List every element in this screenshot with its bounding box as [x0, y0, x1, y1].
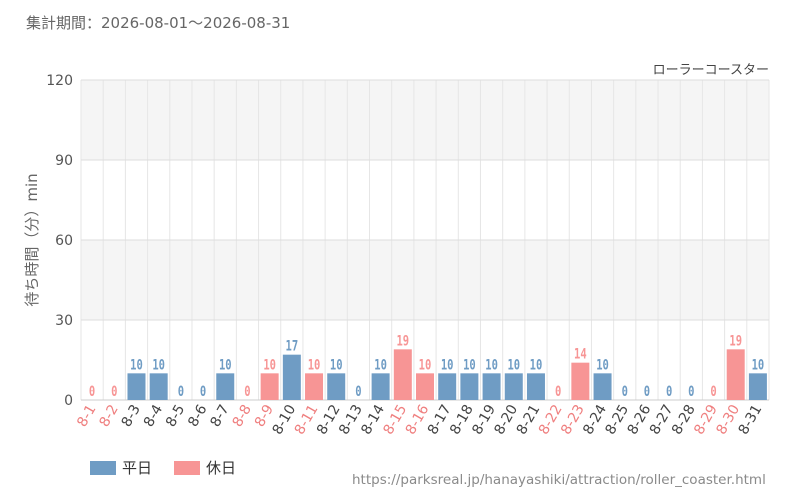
- bar-value-label: 17: [286, 338, 299, 354]
- bar-value-label: 10: [752, 357, 765, 373]
- x-tick-label: 8-1: [74, 402, 99, 430]
- legend-label-weekday: 平日: [122, 459, 153, 477]
- bar: [571, 362, 590, 400]
- x-tick-label: 8-6: [185, 402, 210, 430]
- bar: [748, 373, 767, 400]
- bar-value-label: 0: [622, 384, 628, 400]
- bar: [416, 373, 434, 400]
- x-tick-label: 8-2: [96, 402, 121, 430]
- y-tick-label: 120: [46, 73, 73, 89]
- y-tick-label: 30: [55, 313, 73, 329]
- bar-value-label: 10: [485, 357, 498, 373]
- bar-value-label: 10: [419, 357, 432, 373]
- weekday-swatch: [90, 460, 116, 475]
- period-label: 集計期間：2026-08-01～2026-08-31: [26, 14, 291, 32]
- x-tick-label: 8-4: [141, 402, 166, 430]
- bar-value-label: 0: [644, 384, 650, 400]
- bar-value-label: 0: [111, 384, 117, 400]
- bar: [482, 373, 501, 400]
- bar: [282, 354, 301, 400]
- y-tick-labels: 0 30 60 90 120: [46, 73, 73, 409]
- source-url: https://parksreal.jp/hanayashiki/attract…: [352, 472, 766, 488]
- bar-value-label: 10: [463, 357, 476, 373]
- y-axis-title: 待ち時間（分）min: [23, 173, 41, 306]
- bar-value-label: 10: [530, 357, 543, 373]
- bar-value-label: 10: [130, 357, 143, 373]
- bar: [526, 373, 545, 400]
- bar: [593, 373, 612, 400]
- y-tick-label: 90: [55, 153, 73, 169]
- bar: [305, 373, 324, 400]
- bar: [216, 373, 235, 400]
- bar: [371, 373, 390, 400]
- bar: [460, 373, 479, 400]
- bar-value-label: 0: [355, 384, 361, 400]
- x-tick-label: 8-31: [736, 402, 766, 438]
- bar: [438, 373, 457, 400]
- bar: [327, 373, 346, 400]
- bar-value-label: 10: [263, 357, 276, 373]
- bar-value-label: 0: [200, 384, 206, 400]
- legend-item-weekday: 平日: [90, 457, 152, 478]
- bar-value-label: 14: [574, 346, 587, 362]
- bar-value-label: 0: [244, 384, 250, 400]
- holiday-swatch: [174, 460, 201, 475]
- bar-value-label: 10: [507, 357, 520, 373]
- x-tick-label: 8-3: [119, 402, 144, 430]
- x-tick-label: 8-8: [230, 402, 255, 430]
- bar-value-label: 0: [710, 384, 716, 400]
- bar-value-label: 0: [666, 384, 672, 400]
- bar-value-label: 10: [374, 357, 387, 373]
- bar-value-label: 10: [441, 357, 454, 373]
- bar: [127, 373, 146, 400]
- y-tick-label: 0: [64, 393, 73, 409]
- plot-band: [81, 80, 769, 160]
- legend-item-holiday: 休日: [174, 457, 236, 478]
- legend-label-holiday: 休日: [206, 459, 237, 477]
- bar-value-label: 10: [219, 357, 232, 373]
- bar-value-label: 19: [729, 333, 742, 349]
- x-tick-labels: 8-18-28-38-48-58-68-78-88-98-108-118-128…: [74, 402, 765, 438]
- bar-value-label: 19: [396, 333, 409, 349]
- bar-value-label: 10: [308, 357, 321, 373]
- bar-value-label: 0: [555, 384, 561, 400]
- bar-value-label: 0: [178, 384, 184, 400]
- x-tick-label: 8-7: [207, 402, 232, 430]
- bar: [393, 349, 412, 400]
- x-tick-label: 8-5: [163, 402, 188, 430]
- bar: [260, 373, 279, 400]
- plot-band: [81, 240, 769, 320]
- legend: 平日 休日: [90, 457, 258, 478]
- bar-value-label: 10: [596, 357, 609, 373]
- bar: [726, 349, 745, 400]
- y-tick-label: 60: [55, 233, 73, 249]
- bar-value-label: 10: [152, 357, 165, 373]
- bar-value-label: 0: [89, 384, 95, 400]
- plot-grid: [80, 79, 770, 401]
- bar-value-label: 10: [330, 357, 343, 373]
- chart-title: ローラーコースター: [653, 63, 769, 78]
- bar: [149, 373, 168, 400]
- bar-value-label: 0: [688, 384, 694, 400]
- plot-bands: [81, 80, 769, 320]
- bar: [504, 373, 523, 400]
